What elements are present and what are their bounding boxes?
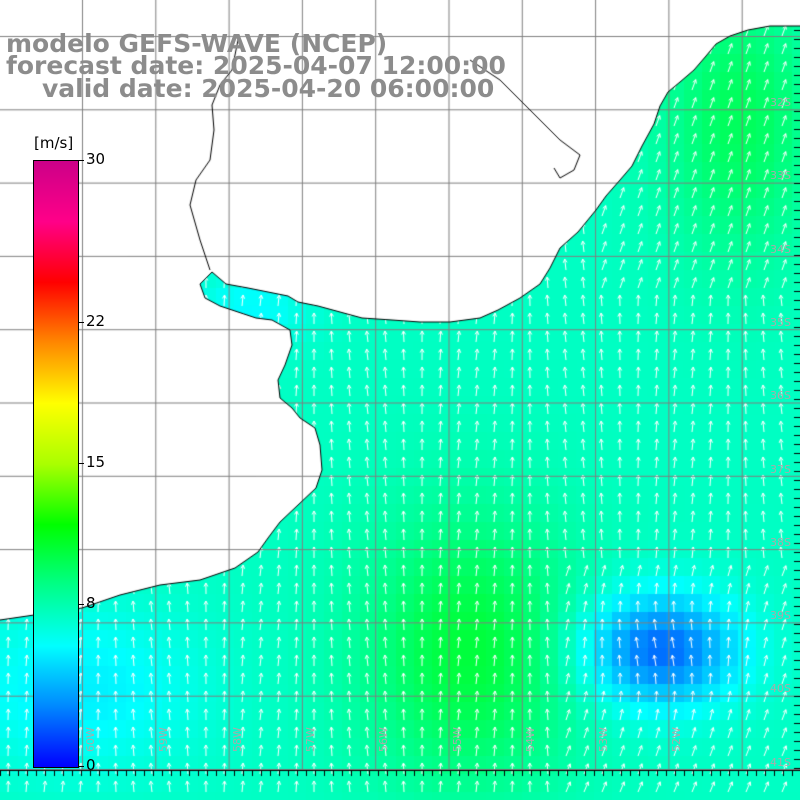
longitude-label: 59W <box>157 727 171 752</box>
colorbar-tick-mark <box>78 321 84 323</box>
forecast-date: forecast date: 2025-04-07 12:00:00 <box>6 51 506 80</box>
longitude-label: 52W <box>670 727 684 752</box>
latitude-label: 36S <box>770 389 791 403</box>
colorbar-tick-mark <box>78 766 84 767</box>
colorbar-tick-label: 30 <box>86 150 106 168</box>
latitude-label: 39S <box>770 609 791 623</box>
latitude-label: 40S <box>770 682 791 696</box>
valid-date: valid date: 2025-04-20 06:00:00 <box>42 74 495 103</box>
longitude-label: 55W <box>450 727 464 752</box>
longitude-label: 60W <box>84 727 97 752</box>
latitude-label: 34S <box>770 242 791 256</box>
colorbar-tick-label: 15 <box>86 453 106 471</box>
latitude-label: 33S <box>770 169 791 183</box>
colorbar-tick-label: 8 <box>86 594 96 613</box>
colorbar-unit: [m/s] <box>34 134 74 152</box>
model-title: modelo GEFS-WAVE (NCEP) <box>6 29 388 58</box>
longitude-label: 58W <box>230 727 244 752</box>
longitude-label: 57W <box>303 727 317 752</box>
colorbar-tick-mark <box>78 604 84 606</box>
latitude-label: 38S <box>770 535 791 549</box>
longitude-label: 54W <box>523 727 537 752</box>
colorbar-tick-mark <box>78 463 84 464</box>
latitude-label: 35S <box>770 315 791 329</box>
colorbar-tick-label: 22 <box>86 311 106 330</box>
colorbar-tick-mark <box>78 160 84 161</box>
colorbar-tick-label: 0 <box>86 756 96 774</box>
longitude-label: 53W <box>597 727 611 752</box>
latitude-label: 37S <box>770 462 791 476</box>
colorbar <box>33 160 79 768</box>
longitude-label: 56W <box>377 727 391 752</box>
latitude-label: 41S <box>770 755 791 769</box>
latitude-label: 32S <box>770 96 791 109</box>
